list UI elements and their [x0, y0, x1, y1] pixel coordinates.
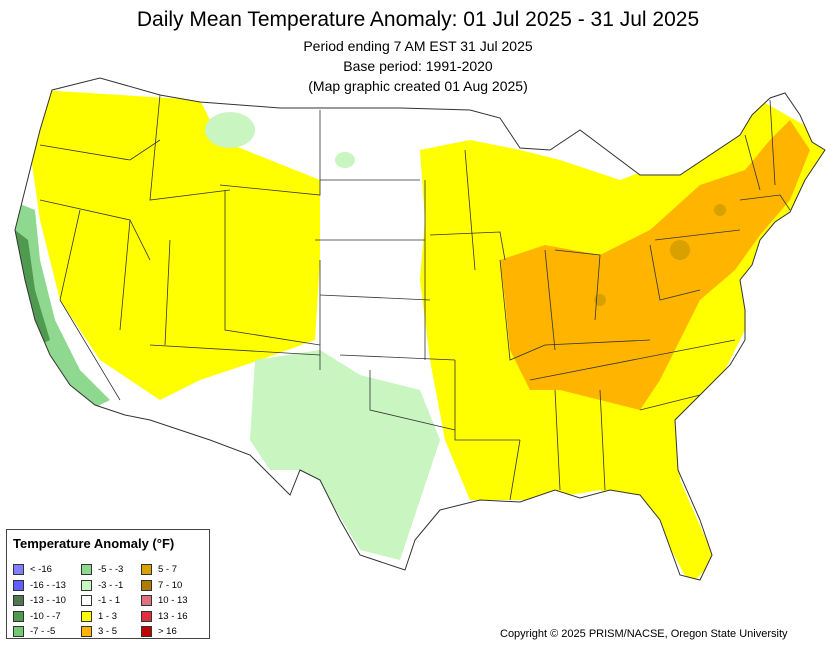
- legend-item: > 16: [141, 624, 188, 640]
- west-warm-region: [30, 90, 320, 400]
- legend-item: -1 - 1: [81, 593, 123, 609]
- legend-swatch: [13, 626, 24, 638]
- legend-swatch: [13, 610, 24, 622]
- legend-item: 1 - 3: [81, 609, 123, 625]
- legend-item: -13 - -10: [13, 593, 66, 609]
- legend-item: 13 - 16: [141, 609, 188, 625]
- legend-item: 5 - 7: [141, 562, 188, 578]
- dakota-cool-patch: [335, 152, 355, 168]
- montana-cool-patch: [205, 112, 255, 148]
- legend-item: 10 - 13: [141, 593, 188, 609]
- copyright-text: Copyright © 2025 PRISM/NACSE, Oregon Sta…: [500, 628, 788, 640]
- legend-item: -7 - -5: [13, 624, 66, 640]
- east-very-warm-region: [500, 120, 810, 410]
- california-coast-cool-core: [15, 230, 50, 345]
- hotspot-new-york: [714, 204, 726, 216]
- state-borders: [14, 77, 826, 581]
- legend-item: -10 - -7: [13, 609, 66, 625]
- base-period-text: Base period: 1991-2020: [343, 58, 493, 74]
- legend-swatch: [81, 564, 92, 576]
- legend-swatch: [13, 579, 24, 591]
- legend-swatch: [141, 626, 152, 638]
- hotspot-appalachia: [670, 240, 690, 260]
- legend: Temperature Anomaly (°F) < -16 -16 - -13…: [6, 529, 210, 639]
- legend-swatch: [141, 579, 152, 591]
- created-text: (Map graphic created 01 Aug 2025): [308, 78, 528, 94]
- pacific-coast-cool-region: [15, 200, 110, 410]
- legend-swatch: [141, 564, 152, 576]
- legend-item: -5 - -3: [81, 562, 123, 578]
- legend-item: -3 - -1: [81, 578, 123, 594]
- texas-cool-region: [250, 350, 440, 560]
- legend-swatch: [81, 610, 92, 622]
- legend-item: 3 - 5: [81, 624, 123, 640]
- legend-column-2: -5 - -3 -3 - -1 -1 - 1 1 - 3 3 - 5: [81, 562, 123, 640]
- legend-swatch: [141, 610, 152, 622]
- legend-item: < -16: [13, 562, 66, 578]
- legend-item: -16 - -13: [13, 578, 66, 594]
- legend-swatch: [81, 595, 92, 607]
- legend-swatch: [81, 579, 92, 591]
- legend-item: 7 - 10: [141, 578, 188, 594]
- legend-column-3: 5 - 7 7 - 10 10 - 13 13 - 16 > 16: [141, 562, 188, 640]
- hotspot-ohio-valley: [594, 294, 606, 306]
- legend-title: Temperature Anomaly (°F): [13, 536, 175, 551]
- legend-swatch: [81, 626, 92, 638]
- legend-column-1: < -16 -16 - -13 -13 - -10 -10 - -7 -7 - …: [13, 562, 66, 640]
- legend-swatch: [13, 595, 24, 607]
- map-title: Daily Mean Temperature Anomaly: 01 Jul 2…: [136, 8, 700, 31]
- period-text: Period ending 7 AM EST 31 Jul 2025: [303, 38, 533, 54]
- legend-swatch: [13, 564, 24, 576]
- legend-swatch: [141, 595, 152, 607]
